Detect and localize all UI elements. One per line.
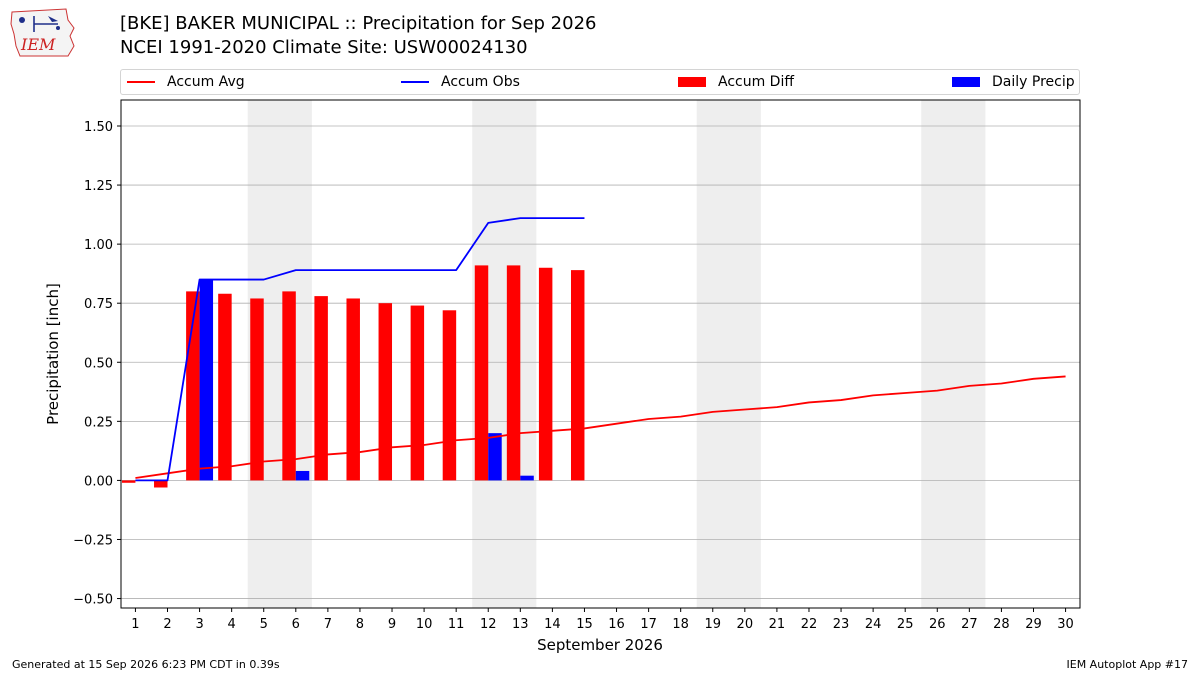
bar-accum-diff-day-8 — [346, 298, 360, 481]
x-tick-label-9: 9 — [388, 617, 396, 632]
x-tick-label-29: 29 — [1025, 617, 1042, 632]
x-tick-label-13: 13 — [512, 617, 529, 632]
y-tick-label-2: 0.00 — [84, 474, 113, 489]
x-tick-label-26: 26 — [929, 617, 946, 632]
bar-accum-diff-day-4 — [218, 293, 232, 481]
legend: Accum Avg Accum Obs Accum Diff Daily Pre… — [120, 69, 1080, 95]
y-tick-label-8: 1.50 — [84, 120, 113, 135]
line-accum-obs — [135, 217, 585, 482]
x-tick-label-10: 10 — [416, 617, 433, 632]
y-tick-label-7: 1.25 — [84, 179, 113, 194]
bar-accum-diff-day-2 — [154, 480, 168, 488]
bar-accum-diff-day-13 — [506, 265, 521, 481]
x-tick-label-4: 4 — [228, 617, 236, 632]
x-tick-label-30: 30 — [1057, 617, 1074, 632]
bar-accum-diff-day-9 — [378, 303, 393, 481]
x-tick-label-6: 6 — [292, 617, 300, 632]
y-tick-label-0: −0.50 — [73, 593, 113, 608]
x-tick-label-28: 28 — [993, 617, 1010, 632]
legend-swatch-accum-diff — [678, 77, 706, 87]
legend-item-accum-avg: Accum Avg — [127, 70, 245, 94]
iem-logo-text: IEM — [20, 35, 56, 54]
x-tick-label-25: 25 — [897, 617, 914, 632]
x-tick-label-5: 5 — [260, 617, 268, 632]
x-tick-label-14: 14 — [544, 617, 561, 632]
legend-label-accum-obs: Accum Obs — [441, 74, 520, 90]
bar-accum-diff-day-15 — [570, 270, 585, 481]
x-tick-label-2: 2 — [163, 617, 171, 632]
iem-logo: IEM — [10, 8, 75, 57]
bar-accum-diff-day-7 — [314, 296, 328, 481]
legend-swatch-accum-obs — [401, 81, 429, 83]
x-axis-label: September 2026 — [537, 636, 663, 654]
title-line-2: NCEI 1991-2020 Climate Site: USW00024130 — [120, 37, 528, 58]
legend-label-accum-avg: Accum Avg — [167, 74, 245, 90]
bar-accum-diff-day-6 — [282, 291, 296, 481]
bar-accum-diff-day-5 — [250, 298, 264, 481]
bar-accum-diff-day-1 — [121, 480, 136, 483]
weekend-band-3 — [696, 100, 761, 608]
legend-swatch-accum-avg — [127, 81, 155, 83]
legend-item-accum-obs: Accum Obs — [401, 70, 520, 94]
bar-daily-precip-day-12 — [488, 433, 502, 481]
bar-accum-diff-day-10 — [410, 305, 425, 481]
x-tick-label-8: 8 — [356, 617, 364, 632]
bar-daily-precip-day-3 — [199, 279, 214, 481]
legend-item-accum-diff: Accum Diff — [678, 70, 794, 94]
line-accum-avg — [135, 375, 1066, 479]
x-tick-label-11: 11 — [448, 617, 465, 632]
x-tick-label-16: 16 — [608, 617, 625, 632]
x-tick-label-18: 18 — [672, 617, 689, 632]
x-tick-label-3: 3 — [195, 617, 203, 632]
y-tick-label-6: 1.00 — [84, 238, 113, 253]
bar-daily-precip-day-6 — [295, 470, 310, 481]
x-tick-label-17: 17 — [640, 617, 657, 632]
weekend-band-4 — [921, 100, 986, 608]
plot-frame — [120, 99, 1081, 609]
x-tick-label-1: 1 — [131, 617, 139, 632]
legend-swatch-daily-precip — [952, 77, 980, 87]
x-tick-label-15: 15 — [576, 617, 593, 632]
bar-accum-diff-day-12 — [474, 265, 489, 481]
x-tick-label-20: 20 — [737, 617, 754, 632]
legend-item-daily-precip: Daily Precip — [952, 70, 1075, 94]
bar-accum-diff-day-11 — [442, 310, 457, 481]
x-tick-label-7: 7 — [324, 617, 332, 632]
x-tick-label-22: 22 — [801, 617, 818, 632]
x-tick-label-24: 24 — [865, 617, 882, 632]
x-tick-label-21: 21 — [769, 617, 786, 632]
app-label: IEM Autoplot App #17 — [1066, 658, 1189, 671]
x-tick-label-27: 27 — [961, 617, 978, 632]
y-axis-label: Precipitation [inch] — [44, 283, 62, 425]
title-line-1: [BKE] BAKER MUNICIPAL :: Precipitation f… — [120, 13, 597, 34]
y-tick-label-1: −0.25 — [73, 533, 113, 548]
x-tick-label-19: 19 — [704, 617, 721, 632]
legend-label-accum-diff: Accum Diff — [718, 74, 795, 90]
bar-daily-precip-day-13 — [520, 475, 534, 481]
x-tick-label-23: 23 — [833, 617, 850, 632]
bar-accum-diff-day-14 — [538, 267, 553, 481]
y-tick-label-4: 0.50 — [84, 356, 113, 371]
chart-title: [BKE] BAKER MUNICIPAL :: Precipitation f… — [120, 12, 597, 60]
y-tick-label-3: 0.25 — [84, 415, 113, 430]
y-tick-label-5: 0.75 — [84, 297, 113, 312]
generated-timestamp: Generated at 15 Sep 2026 6:23 PM CDT in … — [12, 658, 280, 671]
x-tick-label-12: 12 — [480, 617, 497, 632]
legend-label-daily-precip: Daily Precip — [992, 74, 1075, 90]
